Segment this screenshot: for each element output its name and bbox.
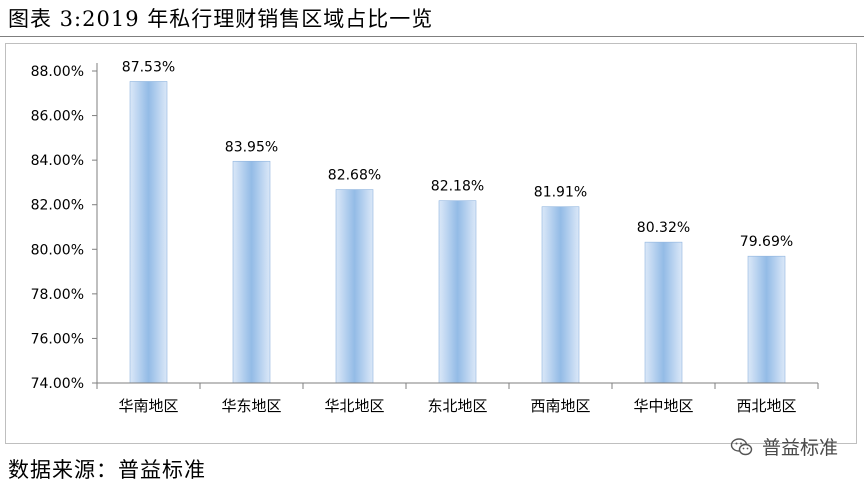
bar: [541, 206, 580, 384]
axes: [96, 63, 819, 389]
y-tick-label: 74.00%: [31, 376, 84, 392]
watermark-text: 普益标准: [761, 437, 838, 459]
data-label: 82.18%: [431, 179, 484, 195]
data-label: 81.91%: [534, 185, 587, 201]
bar: [335, 189, 374, 384]
x-tick-label: 华中地区: [633, 397, 693, 415]
data-label: 80.32%: [637, 220, 690, 236]
x-tick-label: 西北地区: [736, 397, 796, 415]
y-tick-label: 76.00%: [31, 331, 84, 347]
bars: 87.53% 83.95% 82.68% 82.18% 81.91% 80.32% 79.6…: [122, 59, 793, 384]
y-tick-label: 86.00%: [31, 109, 84, 125]
bar: [438, 200, 477, 384]
y-tick-label: 88.00%: [31, 64, 84, 80]
data-label: 83.95%: [225, 139, 278, 155]
data-label: 82.68%: [328, 168, 381, 184]
bar: [747, 255, 786, 384]
x-tick-label: 华东地区: [221, 397, 281, 415]
y-tick-label: 84.00%: [31, 153, 84, 169]
data-label: 87.53%: [122, 59, 175, 75]
x-tick-label: 东北地区: [427, 397, 487, 415]
bar: [129, 81, 168, 384]
y-tick-label: 78.00%: [31, 287, 84, 303]
y-axis-ticks: 74.00% 76.00% 78.00% 80.00% 82.00% 84.00% 86.0…: [31, 64, 97, 392]
title-divider: [0, 36, 864, 37]
chart-title: 图表 3:2019 年私行理财销售区域占比一览: [8, 7, 434, 31]
x-tick-label: 华北地区: [324, 397, 384, 415]
y-tick-label: 80.00%: [31, 242, 84, 258]
watermark: 普益标准: [730, 433, 838, 460]
x-tick-label: 华南地区: [118, 397, 178, 415]
wechat-icon: [730, 437, 753, 455]
x-tick-label: 西南地区: [530, 397, 590, 415]
x-axis-labels: 华南地区 华东地区 华北地区 东北地区 西南地区 华中地区 西北地区: [118, 397, 796, 415]
bar: [232, 160, 271, 384]
data-label: 79.69%: [740, 234, 793, 250]
source-note: 数据来源：普益标准: [8, 458, 206, 482]
bar: [644, 241, 683, 384]
y-tick-label: 82.00%: [31, 198, 84, 214]
